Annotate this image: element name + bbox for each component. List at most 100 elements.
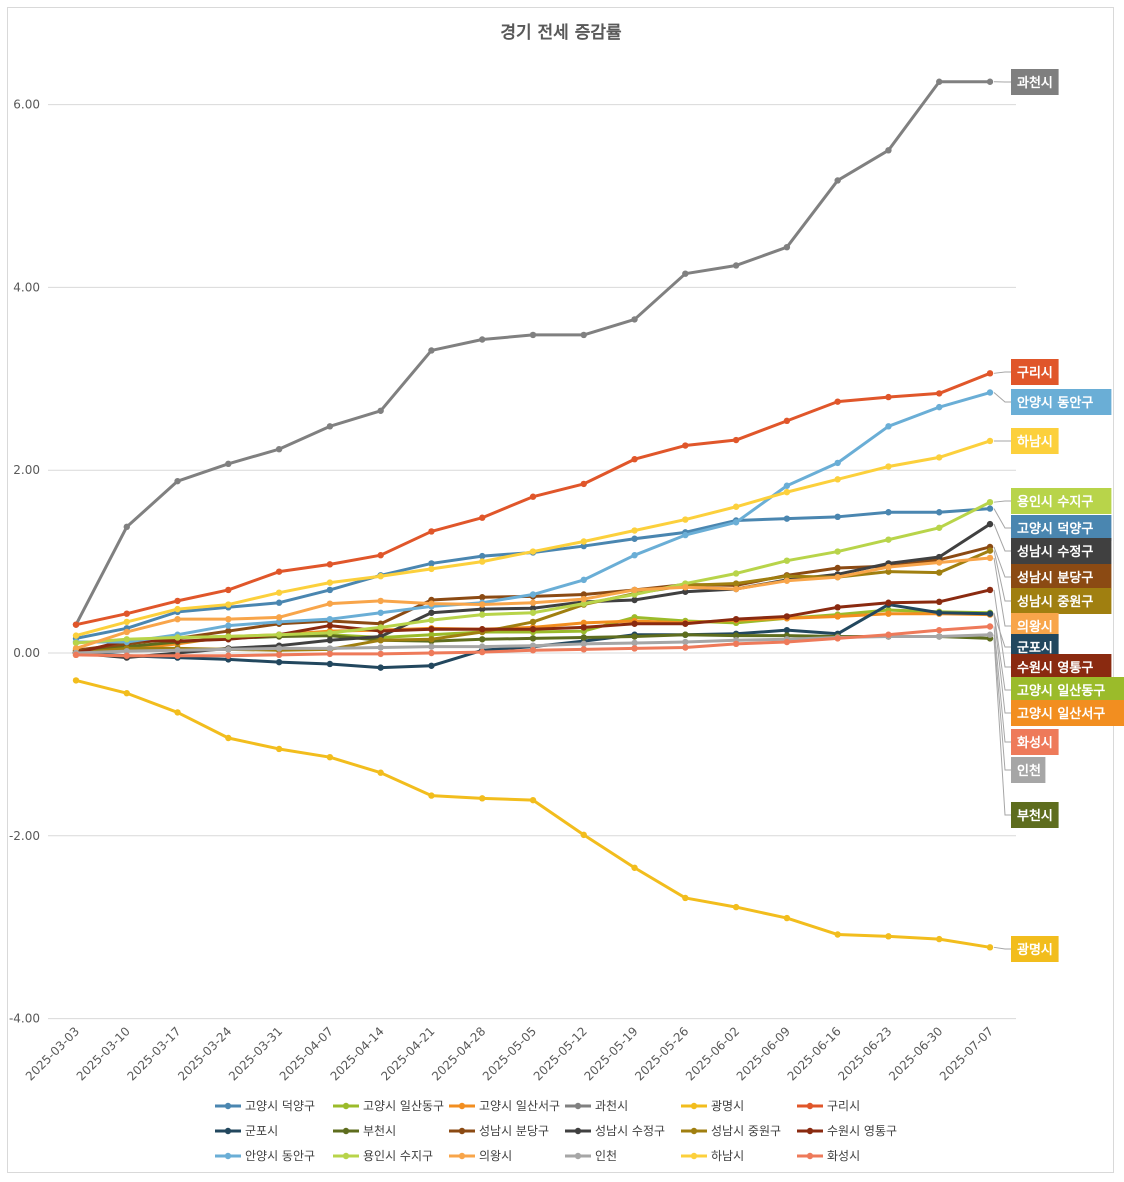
legend-item: 안양시 동안구 bbox=[215, 1149, 315, 1163]
legend-item: 구리시 bbox=[797, 1099, 860, 1113]
data-point bbox=[326, 561, 334, 568]
data-point bbox=[986, 554, 994, 562]
end-label-text: 성남시 수정구 bbox=[1017, 544, 1093, 560]
data-point bbox=[631, 527, 638, 534]
data-point bbox=[580, 480, 587, 488]
series-용인시 수지구 bbox=[72, 498, 994, 647]
x-tick-label: 2025-05-12 bbox=[531, 1024, 590, 1083]
x-tick-label: 2025-03-17 bbox=[124, 1024, 183, 1083]
legend-swatch-marker bbox=[574, 1127, 582, 1135]
data-point bbox=[275, 589, 283, 596]
end-label-connector bbox=[993, 546, 1011, 578]
data-point bbox=[479, 336, 486, 343]
end-label-text: 군포시 bbox=[1017, 641, 1053, 656]
x-tick-label: 2025-04-14 bbox=[328, 1024, 387, 1083]
y-tick-label: 0.00 bbox=[13, 646, 40, 660]
legend-swatch-marker bbox=[342, 1102, 350, 1110]
x-tick-label: 2025-07-07 bbox=[937, 1024, 996, 1083]
x-tick-label: 2025-06-30 bbox=[886, 1024, 945, 1083]
end-label-connector bbox=[993, 500, 1011, 503]
end-label-text: 고양시 일산동구 bbox=[1017, 683, 1105, 699]
end-label-text: 부천시 bbox=[1017, 809, 1053, 824]
end-label-connector bbox=[993, 557, 1011, 627]
end-label-box bbox=[1011, 700, 1124, 726]
data-point bbox=[986, 505, 994, 512]
data-point bbox=[580, 600, 587, 607]
data-point bbox=[783, 914, 791, 922]
legend-label: 안양시 동안구 bbox=[245, 1149, 315, 1163]
data-point bbox=[529, 642, 537, 649]
legend-label: 의왕시 bbox=[479, 1149, 512, 1163]
y-axis-ticks: 6.00 4.00 2.00 0.00 -2.00 -4.00 bbox=[9, 98, 40, 1026]
data-point bbox=[479, 636, 486, 643]
legend-item: 성남시 분당구 bbox=[449, 1124, 549, 1138]
data-point bbox=[885, 599, 892, 606]
chart-frame bbox=[7, 7, 1114, 1173]
data-point bbox=[275, 445, 283, 453]
end-label-connector bbox=[993, 626, 1011, 743]
chart-title: 경기 전세 증감률 bbox=[500, 23, 622, 43]
data-point bbox=[885, 610, 892, 617]
data-point bbox=[326, 615, 334, 623]
end-label-connector bbox=[993, 613, 1011, 648]
data-point bbox=[580, 331, 587, 339]
end-label-connector bbox=[993, 523, 1011, 552]
end-label-box bbox=[1011, 359, 1059, 385]
data-point bbox=[834, 548, 841, 555]
data-point bbox=[275, 618, 283, 626]
data-point bbox=[834, 398, 841, 405]
data-point bbox=[682, 588, 689, 595]
data-point bbox=[631, 633, 638, 640]
legend-swatch-marker bbox=[690, 1152, 698, 1160]
legend-label: 성남시 분당구 bbox=[479, 1124, 549, 1138]
data-point bbox=[885, 563, 892, 571]
data-point bbox=[377, 769, 384, 776]
data-point bbox=[377, 637, 384, 644]
data-point bbox=[580, 576, 587, 584]
x-tick-label: 2025-03-31 bbox=[226, 1024, 285, 1083]
end-label-text: 과천시 bbox=[1017, 76, 1053, 91]
data-point bbox=[986, 623, 994, 630]
data-point bbox=[529, 796, 537, 804]
data-point bbox=[479, 594, 486, 601]
end-label-box bbox=[1011, 389, 1112, 415]
data-point bbox=[936, 509, 943, 516]
data-point bbox=[479, 605, 486, 613]
data-point bbox=[428, 528, 435, 535]
end-label-box bbox=[1011, 677, 1124, 703]
data-point bbox=[428, 347, 435, 354]
data-point bbox=[936, 609, 943, 616]
legend-label: 수원시 영통구 bbox=[827, 1124, 897, 1138]
data-point bbox=[123, 652, 130, 659]
end-label-connector bbox=[993, 614, 1011, 714]
data-point bbox=[225, 627, 232, 635]
data-point bbox=[682, 442, 689, 449]
end-label-connector bbox=[993, 589, 1011, 668]
data-point bbox=[174, 477, 181, 485]
data-point bbox=[225, 646, 232, 653]
data-point bbox=[936, 553, 943, 561]
data-point bbox=[529, 609, 537, 616]
end-label: 안양시 동안구 bbox=[1011, 389, 1112, 415]
legend-swatch-marker bbox=[224, 1102, 232, 1110]
data-point bbox=[529, 647, 537, 654]
data-point bbox=[783, 557, 791, 564]
end-label-text: 화성시 bbox=[1017, 735, 1053, 751]
data-point bbox=[732, 632, 740, 639]
legend-item: 광명시 bbox=[681, 1099, 744, 1113]
data-point bbox=[225, 734, 232, 742]
legend-label: 군포시 bbox=[245, 1124, 278, 1138]
end-label-connector bbox=[993, 612, 1011, 691]
end-label-text: 성남시 중원구 bbox=[1017, 594, 1093, 610]
end-label-text: 수원시 영통구 bbox=[1017, 661, 1093, 676]
end-label-text: 인천 bbox=[1017, 763, 1041, 779]
x-tick-label: 2025-04-21 bbox=[378, 1024, 437, 1083]
x-tick-label: 2025-06-02 bbox=[683, 1024, 742, 1083]
legend-label: 고양시 덕양구 bbox=[245, 1099, 315, 1113]
legend-label: 용인시 수지구 bbox=[363, 1149, 433, 1163]
data-point bbox=[326, 645, 334, 652]
data-point bbox=[123, 690, 130, 697]
data-point bbox=[428, 631, 435, 638]
data-point bbox=[529, 591, 537, 598]
legend-label: 부천시 bbox=[363, 1123, 396, 1138]
